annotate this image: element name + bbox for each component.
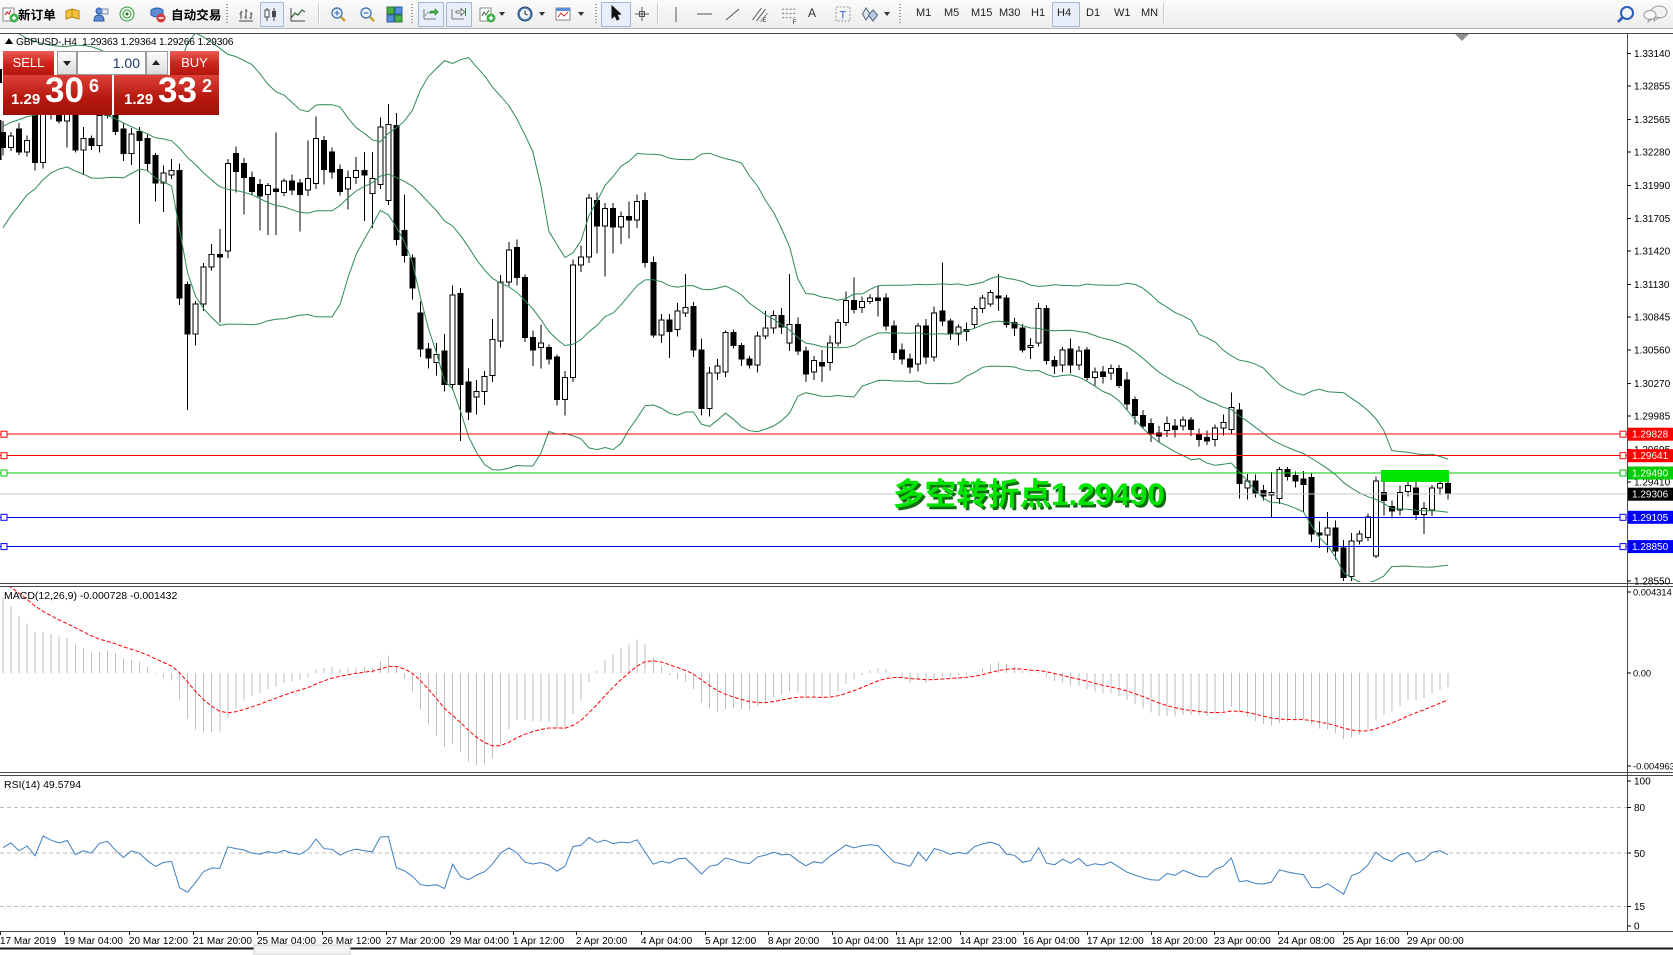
- svg-text:29 Apr 00:00: 29 Apr 00:00: [1407, 936, 1464, 947]
- svg-text:1.30560: 1.30560: [1634, 346, 1671, 357]
- svg-text:1.29828: 1.29828: [1632, 430, 1669, 441]
- svg-text:1.30270: 1.30270: [1634, 379, 1671, 390]
- svg-text:23 Apr 00:00: 23 Apr 00:00: [1214, 936, 1271, 947]
- svg-text:RSI(14) 49.5794: RSI(14) 49.5794: [4, 779, 81, 791]
- svg-text:-0.004963: -0.004963: [1633, 762, 1673, 772]
- svg-text:5 Apr 12:00: 5 Apr 12:00: [705, 936, 757, 947]
- svg-text:26 Mar 12:00: 26 Mar 12:00: [322, 936, 381, 947]
- svg-text:GBPUSD-,H4 1.29363 1.29364 1.: GBPUSD-,H4 1.29363 1.29364 1.29266 1.293…: [16, 37, 234, 48]
- svg-text:1 Apr 12:00: 1 Apr 12:00: [513, 936, 565, 947]
- svg-text:25 Apr 16:00: 25 Apr 16:00: [1343, 936, 1400, 947]
- svg-text:27 Mar 20:00: 27 Mar 20:00: [386, 936, 445, 947]
- svg-text:1.32280: 1.32280: [1634, 148, 1671, 159]
- svg-text:29 Mar 04:00: 29 Mar 04:00: [450, 936, 509, 947]
- svg-text:1.31420: 1.31420: [1634, 247, 1671, 258]
- svg-text:1.29490: 1.29490: [1054, 479, 1168, 515]
- svg-text:1.29490: 1.29490: [1632, 469, 1669, 480]
- svg-text:0.004314: 0.004314: [1633, 588, 1672, 598]
- svg-text:16 Apr 04:00: 16 Apr 04:00: [1023, 936, 1080, 947]
- svg-text:1.33140: 1.33140: [1634, 49, 1671, 60]
- svg-text:1.31990: 1.31990: [1634, 181, 1671, 192]
- svg-text:MACD(12,26,9) -0.000728 -0.001: MACD(12,26,9) -0.000728 -0.001432: [4, 590, 178, 602]
- svg-text:80: 80: [1634, 803, 1646, 814]
- svg-text:11 Apr 12:00: 11 Apr 12:00: [896, 936, 952, 947]
- svg-text:19 Mar 04:00: 19 Mar 04:00: [64, 936, 123, 947]
- svg-text:1.29410: 1.29410: [1634, 478, 1671, 489]
- svg-text:F: F: [793, 19, 797, 24]
- svg-text:1.29306: 1.29306: [1632, 490, 1669, 501]
- svg-text:0.00: 0.00: [1633, 669, 1651, 679]
- svg-text:T: T: [840, 10, 847, 22]
- svg-text:1.28850: 1.28850: [1632, 542, 1669, 553]
- svg-text:1.29985: 1.29985: [1634, 412, 1671, 423]
- svg-text:1.31130: 1.31130: [1634, 280, 1670, 291]
- svg-text:17 Mar 2019: 17 Mar 2019: [0, 936, 57, 947]
- svg-text:25 Mar 04:00: 25 Mar 04:00: [257, 936, 316, 947]
- svg-text:1.29105: 1.29105: [1632, 513, 1669, 524]
- svg-text:2 Apr 20:00: 2 Apr 20:00: [576, 936, 628, 947]
- svg-text:100: 100: [1634, 777, 1651, 788]
- svg-text:18 Apr 20:00: 18 Apr 20:00: [1151, 936, 1208, 947]
- svg-text:10 Apr 04:00: 10 Apr 04:00: [832, 936, 889, 947]
- svg-text:14 Apr 23:00: 14 Apr 23:00: [960, 936, 1017, 947]
- svg-text:24 Apr 08:00: 24 Apr 08:00: [1278, 936, 1335, 947]
- svg-text:50: 50: [1634, 849, 1646, 860]
- svg-text:17 Apr 12:00: 17 Apr 12:00: [1087, 936, 1144, 947]
- svg-text:15: 15: [1634, 902, 1646, 913]
- svg-text:1.31705: 1.31705: [1634, 214, 1671, 225]
- svg-text:1.30845: 1.30845: [1634, 313, 1671, 324]
- svg-text:4 Apr 04:00: 4 Apr 04:00: [641, 936, 693, 947]
- svg-text:0: 0: [1634, 922, 1640, 933]
- svg-text:8 Apr 20:00: 8 Apr 20:00: [768, 936, 820, 947]
- svg-text:21 Mar 20:00: 21 Mar 20:00: [193, 936, 252, 947]
- svg-text:1.29641: 1.29641: [1632, 451, 1669, 462]
- svg-text:E: E: [763, 18, 767, 23]
- svg-text:20 Mar 12:00: 20 Mar 12:00: [129, 936, 188, 947]
- svg-text:1.29490: 1.29490: [1051, 476, 1165, 512]
- svg-text:1.28550: 1.28550: [1634, 577, 1671, 588]
- svg-text:1.32855: 1.32855: [1634, 82, 1671, 93]
- svg-text:1.32565: 1.32565: [1634, 115, 1671, 126]
